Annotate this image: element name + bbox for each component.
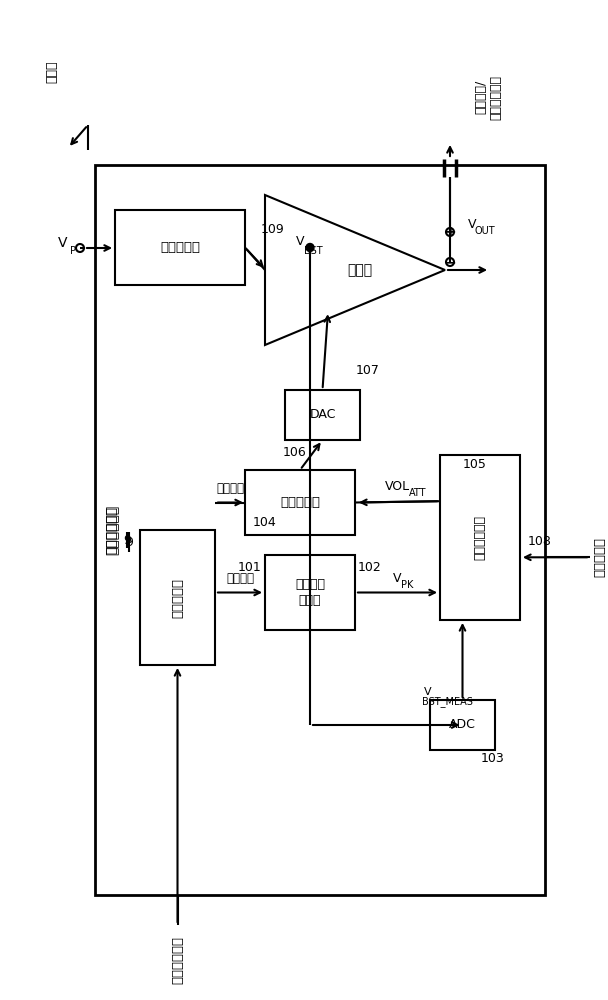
Text: 音频集成电路: 音频集成电路 bbox=[105, 505, 119, 555]
Bar bbox=[115, 210, 245, 285]
Text: 音频格式化: 音频格式化 bbox=[171, 578, 184, 617]
Bar bbox=[265, 555, 355, 630]
Text: 至扬声器/
头戴式受话器: 至扬声器/ 头戴式受话器 bbox=[474, 75, 502, 119]
Text: 109: 109 bbox=[261, 223, 285, 236]
Text: 9: 9 bbox=[125, 536, 133, 548]
Text: 检测器: 检测器 bbox=[299, 594, 321, 607]
Text: ATT: ATT bbox=[409, 488, 426, 497]
Text: V: V bbox=[58, 236, 67, 250]
Text: P: P bbox=[70, 246, 76, 256]
Text: 音频集成电路: 音频集成电路 bbox=[106, 506, 119, 554]
Text: 9: 9 bbox=[123, 534, 131, 546]
Text: 音频峰値: 音频峰値 bbox=[295, 578, 325, 591]
Bar bbox=[95, 165, 545, 895]
Bar bbox=[430, 700, 495, 750]
Text: OUT: OUT bbox=[475, 226, 496, 236]
Text: 101: 101 bbox=[238, 561, 262, 574]
Text: +: + bbox=[444, 225, 456, 239]
Bar bbox=[140, 530, 215, 665]
Text: 数字音频数据: 数字音频数据 bbox=[171, 936, 184, 984]
Text: ADC: ADC bbox=[449, 718, 476, 732]
Text: 音频数据: 音频数据 bbox=[216, 482, 244, 495]
Text: BST: BST bbox=[303, 245, 322, 255]
Text: 105: 105 bbox=[463, 458, 487, 472]
Text: 自电池: 自电池 bbox=[46, 61, 58, 83]
Text: 107: 107 bbox=[356, 363, 379, 376]
Text: −: − bbox=[444, 255, 456, 269]
Text: 音量控制器: 音量控制器 bbox=[280, 496, 320, 509]
Bar bbox=[440, 455, 520, 620]
Text: 升压转换器: 升压转换器 bbox=[160, 241, 200, 254]
Bar bbox=[285, 390, 360, 440]
Text: V: V bbox=[393, 572, 402, 585]
Text: 放大器: 放大器 bbox=[347, 263, 373, 277]
Text: VOL: VOL bbox=[385, 480, 410, 493]
Text: 108: 108 bbox=[528, 535, 552, 548]
Bar bbox=[245, 470, 355, 535]
Circle shape bbox=[306, 243, 314, 251]
Text: 104: 104 bbox=[253, 516, 277, 529]
Text: 可配置输入: 可配置输入 bbox=[593, 537, 607, 577]
Text: V: V bbox=[468, 218, 476, 231]
Text: 102: 102 bbox=[358, 561, 382, 574]
Text: V: V bbox=[424, 687, 431, 697]
Text: 106: 106 bbox=[283, 446, 306, 458]
Text: DAC: DAC bbox=[309, 408, 336, 422]
Text: PK: PK bbox=[401, 580, 413, 589]
Text: 音频数据: 音频数据 bbox=[226, 572, 254, 585]
Text: 103: 103 bbox=[481, 752, 505, 764]
Text: 音频削波预防: 音频削波预防 bbox=[474, 515, 486, 560]
Text: BST_MEAS: BST_MEAS bbox=[422, 697, 473, 707]
Text: V: V bbox=[295, 235, 304, 248]
